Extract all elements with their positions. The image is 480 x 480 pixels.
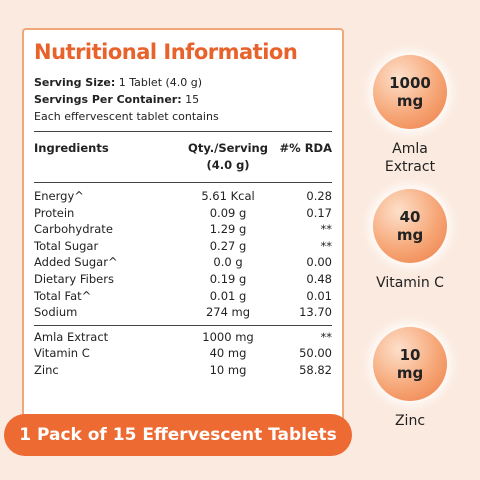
quantity: 0.09 g (209, 205, 247, 220)
value: 15 (185, 93, 200, 106)
highlight-circle: 40 mg (373, 189, 447, 263)
ingredient: Vitamin C (34, 346, 90, 361)
divider (34, 324, 332, 326)
serving-size: Serving Size: 1 Tablet (4.0 g) (34, 76, 202, 89)
highlight-circle: 1000 mg (373, 55, 447, 129)
quantity: 0.01 g (209, 288, 247, 303)
ingredient: Carbohydrate (34, 222, 113, 237)
servings: Servings Per Container: 15 (34, 93, 199, 106)
ingredient: Amla Extract (34, 329, 109, 344)
rda: 0.28 (306, 189, 332, 203)
rda: ** (320, 222, 333, 237)
ingredient: Protein (34, 205, 75, 220)
rda: ** (320, 329, 333, 344)
banner: 1 Pack of 15 Effervescent Tablets (4, 414, 352, 456)
title: Nutritional Information (34, 40, 298, 64)
highlight-label: Amla Extract (384, 141, 436, 175)
highlight-value: 40 (399, 208, 421, 226)
rda: 13.70 (299, 305, 332, 320)
rda: 58.82 (299, 363, 332, 377)
rda: ** (320, 238, 333, 253)
column-header: Ingredients (34, 141, 109, 155)
highlight-value: 10 (399, 346, 421, 364)
column-header: #% RDA (279, 141, 332, 155)
quantity: 40 mg (209, 346, 247, 361)
highlight-unit: mg (396, 364, 424, 382)
rda: 0.01 (306, 288, 332, 303)
quantity: 1000 mg (202, 329, 254, 344)
rda: 50.00 (299, 346, 332, 361)
divider (34, 131, 332, 132)
quantity: 1.29 g (209, 222, 247, 237)
ingredient: Total Fat^ (34, 288, 92, 303)
value: 1 Tablet (4.0 g) (118, 76, 203, 89)
nutrition-panel (22, 28, 344, 452)
highlight-unit: mg (396, 226, 424, 244)
highlight-circle: 10 mg (373, 327, 447, 401)
ingredient: Dietary Fibers (34, 272, 114, 286)
quantity: 274 mg (205, 305, 251, 320)
quantity: 10 mg (209, 363, 247, 377)
ingredient: Sodium (34, 305, 78, 320)
ingredient: Energy^ (34, 189, 84, 203)
note: Each effervescent tablet contains (34, 110, 219, 123)
highlight-unit: mg (396, 92, 424, 110)
quantity: 0.0 g (213, 255, 243, 270)
highlight-value: 1000 (389, 74, 431, 92)
quantity: 0.19 g (209, 272, 247, 286)
quantity: 5.61 Kcal (201, 189, 255, 203)
column-header: Qty./Serving (188, 141, 268, 155)
divider (34, 182, 332, 183)
column-header: (4.0 g) (206, 158, 250, 172)
label: Servings Per Container: (34, 93, 182, 106)
quantity: 0.27 g (209, 238, 247, 253)
ingredient: Added Sugar^ (34, 255, 118, 270)
highlight-label: Zinc (394, 413, 426, 429)
ingredient: Zinc (34, 363, 59, 377)
highlight-label: Vitamin C (376, 275, 444, 291)
rda: 0.48 (306, 272, 332, 286)
rda: 0.17 (306, 205, 332, 220)
rda: 0.00 (306, 255, 332, 270)
ingredient: Total Sugar (34, 238, 99, 253)
label: Serving Size: (34, 76, 116, 89)
